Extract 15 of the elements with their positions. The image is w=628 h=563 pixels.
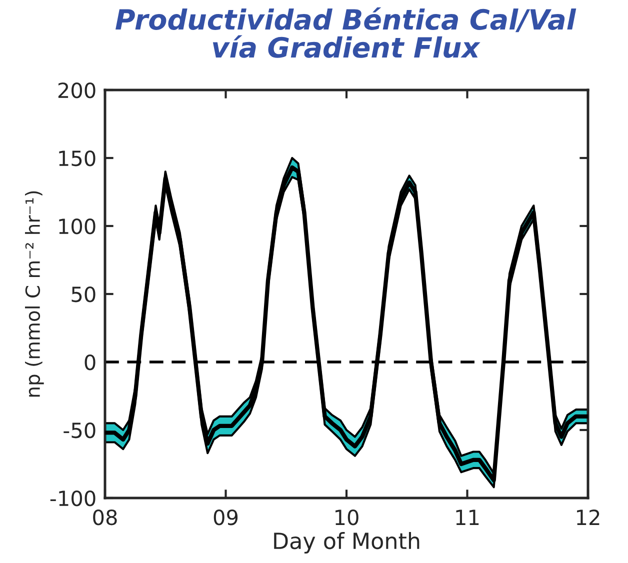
x-axis-title: Day of Month bbox=[274, 532, 420, 554]
y-tick-label: -100 bbox=[50, 490, 96, 506]
y-tick-label: 200 bbox=[58, 82, 96, 98]
y-tick-label: 150 bbox=[59, 150, 96, 166]
y-axis-title: np (mmol C m⁻² hr⁻¹) bbox=[25, 191, 44, 397]
x-tick-label: 08 bbox=[93, 509, 117, 526]
chart-title: Productividad Béntica Cal/Val vía Gradient Flux bbox=[116, 7, 576, 58]
x-tick-label: 12 bbox=[577, 509, 600, 525]
y-tick-label: 50 bbox=[72, 286, 96, 302]
x-tick-label: 09 bbox=[214, 509, 238, 526]
y-tick-label: 100 bbox=[59, 218, 96, 234]
y-tick-label: 0 bbox=[84, 354, 96, 370]
x-tick-label: 10 bbox=[336, 509, 358, 526]
x-tick-label: 11 bbox=[456, 510, 479, 525]
y-tick-label: -50 bbox=[64, 422, 96, 438]
